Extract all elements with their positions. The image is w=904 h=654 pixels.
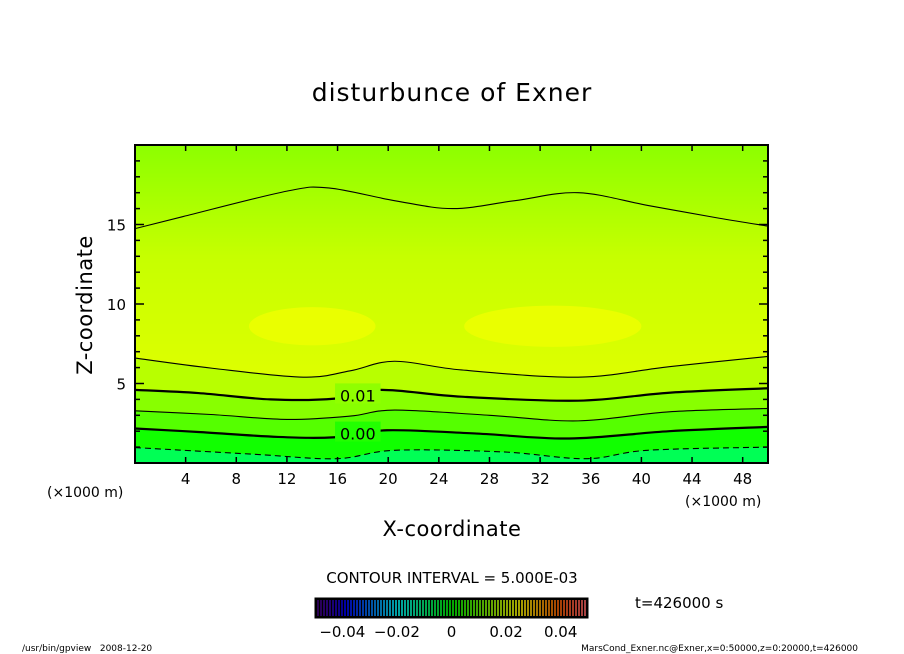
colorbar-tick-label: 0	[447, 623, 457, 641]
x-tick-label: 8	[232, 470, 242, 488]
x-tick-label: 44	[682, 470, 701, 488]
x-tick-label: 16	[328, 470, 347, 488]
footer-left: /usr/bin/gpview 2008-12-20	[22, 644, 152, 654]
contour-line-0p01	[135, 387, 768, 402]
y-tick-label: 15	[107, 217, 126, 235]
contour-band-0	[135, 426, 768, 463]
chart-title: disturbunce of Exner	[312, 78, 593, 107]
footer-right: MarsCond_Exner.nc@Exner,x=0:50000,z=0:20…	[581, 644, 858, 654]
contour-line-0p015	[135, 355, 768, 378]
y-axis-label: Z-coordinate	[73, 235, 97, 375]
contour-band--0p005	[135, 447, 768, 463]
contour-line--0p005	[135, 446, 768, 460]
contour-interval: CONTOUR INTERVAL = 5.000E-03	[326, 569, 577, 587]
maximum-region-2	[464, 305, 642, 347]
colorbar-tick-label: 0.04	[544, 623, 577, 641]
x-tick-label: 40	[632, 470, 651, 488]
colorbar-frame	[314, 597, 589, 619]
contour-label-gap	[335, 421, 381, 442]
x-tick-label: 24	[429, 470, 448, 488]
maximum-region-1	[248, 307, 376, 346]
x-tick-label: 48	[733, 470, 752, 488]
contour-line-0p005	[135, 407, 768, 422]
colorbar-tick-label: 0.02	[489, 623, 522, 641]
x-tick-label: 32	[531, 470, 550, 488]
x-axis-label: X-coordinate	[383, 517, 522, 541]
x-tick-label: 28	[480, 470, 499, 488]
y-tick-label: 10	[107, 296, 126, 314]
colorbar-tick-label: −0.04	[319, 623, 365, 641]
x-tick-label: 20	[379, 470, 398, 488]
y-tick-label: 5	[116, 376, 126, 394]
colorbar-tick-label: −0.02	[374, 623, 420, 641]
colorbar: −0.04 −0.02 0 0.02 0.04	[314, 597, 589, 641]
contour-label: 0.01	[340, 386, 376, 405]
contour-line-0	[135, 425, 768, 440]
x-tick-label: 12	[277, 470, 296, 488]
time-label: t=426000 s	[635, 594, 723, 612]
x-unit-label: (×1000 m)	[685, 494, 761, 510]
x-tick-label: 36	[581, 470, 600, 488]
contour-label: 0.00	[340, 425, 376, 444]
contour-line-0p02	[135, 186, 768, 230]
x-tick-label: 4	[181, 470, 191, 488]
contour-label-gap	[335, 383, 381, 404]
y-unit-label: (×1000 m)	[47, 485, 123, 501]
plot-area	[135, 145, 768, 463]
